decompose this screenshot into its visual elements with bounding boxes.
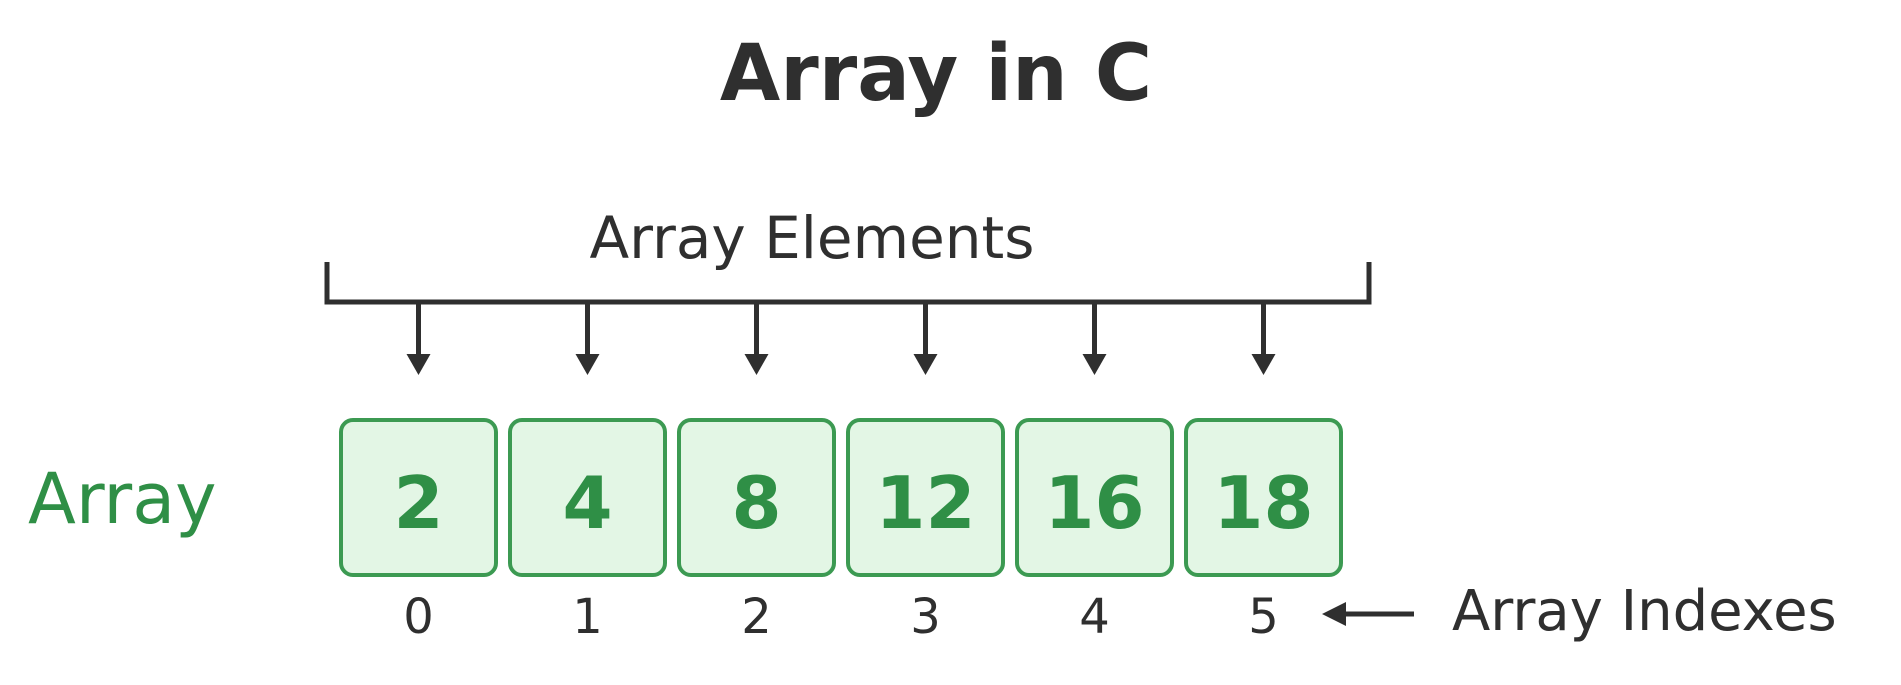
array-index-labels: 0 1 2 3 4 5 bbox=[403, 589, 1279, 645]
element-arrow bbox=[744, 302, 769, 375]
array-indexes-arrow bbox=[1322, 602, 1414, 626]
array-element-value: 16 bbox=[1044, 461, 1144, 545]
array-cell: 12 bbox=[846, 418, 1005, 577]
array-element-value: 18 bbox=[1213, 461, 1313, 545]
array-elements-label: Array Elements bbox=[590, 204, 1035, 272]
array-label: Array bbox=[28, 458, 217, 540]
array-cell: 4 bbox=[508, 418, 667, 577]
array-index-value: 1 bbox=[572, 589, 603, 645]
array-element-value: 8 bbox=[731, 461, 781, 545]
element-arrow bbox=[406, 302, 431, 375]
array-index-value: 0 bbox=[403, 589, 434, 645]
array-cell: 18 bbox=[1184, 418, 1343, 577]
array-elements-bracket bbox=[324, 262, 1372, 305]
array-index-value: 5 bbox=[1248, 589, 1279, 645]
array-index-value: 2 bbox=[741, 589, 772, 645]
array-cell: 2 bbox=[339, 418, 498, 577]
element-arrow bbox=[1251, 302, 1276, 375]
array-element-value: 2 bbox=[393, 461, 443, 545]
array-element-value: 4 bbox=[562, 461, 612, 545]
array-cell: 16 bbox=[1015, 418, 1174, 577]
element-arrow bbox=[575, 302, 600, 375]
element-arrow bbox=[1082, 302, 1107, 375]
array-indexes-label: Array Indexes bbox=[1452, 579, 1837, 644]
array-index-value: 4 bbox=[1079, 589, 1110, 645]
array-index-value: 3 bbox=[910, 589, 941, 645]
element-arrow bbox=[913, 302, 938, 375]
diagram-title: Array in C bbox=[720, 29, 1152, 119]
array-element-value: 12 bbox=[875, 461, 975, 545]
element-arrows bbox=[406, 302, 1276, 375]
array-cells: 2 4 8 12 16 18 bbox=[339, 418, 1343, 577]
array-cell: 8 bbox=[677, 418, 836, 577]
